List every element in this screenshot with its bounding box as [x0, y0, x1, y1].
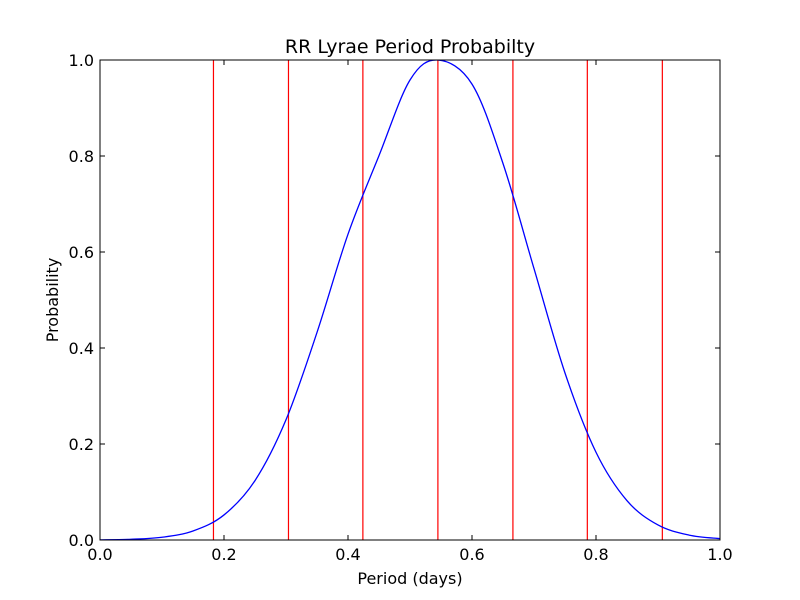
x-tick-label-1: 0.2	[211, 545, 236, 564]
axes: 0.0 0.2 0.4 0.6 0.8 1.0 0.0 0.2 0.4 0.6 0.8 1.0	[69, 51, 733, 564]
y-tick-label-4: 0.8	[69, 147, 94, 166]
y-tick-label-3: 0.6	[69, 243, 94, 262]
x-axis-label: Period (days)	[357, 569, 462, 588]
plot-area	[100, 60, 720, 540]
y-tick-label-2: 0.4	[69, 339, 94, 358]
y-axis-label: Probability	[43, 258, 62, 343]
x-tick-label-4: 0.8	[583, 545, 608, 564]
y-tick-label-5: 1.0	[69, 51, 94, 70]
y-tick-label-0: 0.0	[69, 531, 94, 550]
probability-curve-0	[100, 60, 720, 540]
x-tick-label-5: 1.0	[707, 545, 732, 564]
chart-title: RR Lyrae Period Probabilty	[285, 36, 535, 58]
x-tick-label-2: 0.4	[335, 545, 360, 564]
y-tick-label-1: 0.2	[69, 435, 94, 454]
axes-frame	[99, 59, 721, 541]
x-tick-label-3: 0.6	[459, 545, 484, 564]
x-tick-label-0: 0.0	[87, 545, 112, 564]
